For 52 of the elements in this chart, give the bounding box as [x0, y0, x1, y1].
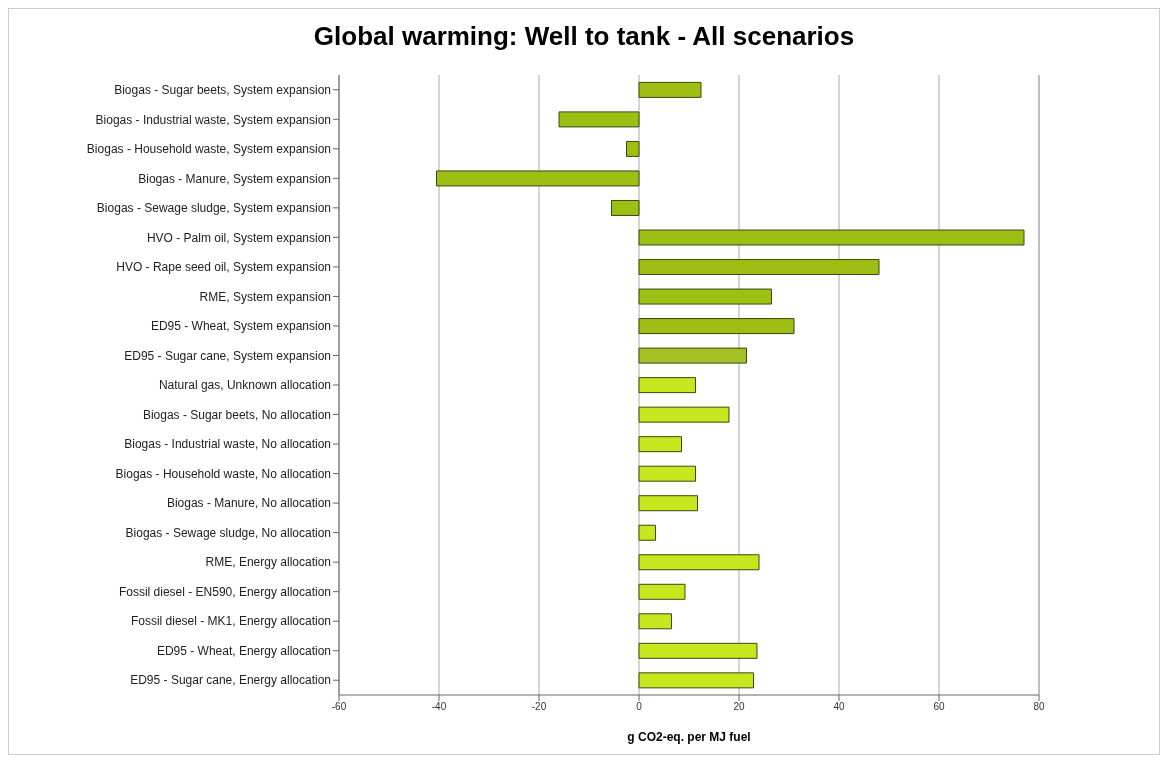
bar	[638, 259, 880, 276]
bar	[638, 465, 696, 482]
bar	[638, 81, 702, 98]
x-axis-title: g CO2-eq. per MJ fuel	[627, 730, 751, 744]
bar	[558, 111, 640, 128]
y-tick-label: Fossil diesel - MK1, Energy allocation	[130, 614, 331, 629]
x-tick-label: 40	[833, 701, 845, 713]
y-tick-label: Biogas - Manure, No allocation	[166, 496, 331, 511]
x-tick-label: 20	[733, 701, 745, 713]
y-tick-label: Biogas - Sewage sludge, System expansion	[96, 201, 331, 216]
bar	[638, 347, 747, 364]
bar	[638, 495, 698, 512]
x-tick-label: 60	[933, 701, 945, 713]
bar	[638, 554, 760, 571]
y-tick-label: ED95 - Sugar cane, System expansion	[124, 348, 331, 363]
y-tick-label: Biogas - Industrial waste, System expansion	[95, 112, 331, 127]
y-tick-label: Biogas - Sugar beets, No allocation	[142, 407, 331, 422]
chart-title: Global warming: Well to tank - All scenarios	[312, 20, 856, 53]
bar	[638, 377, 696, 394]
x-tick-label: -40	[431, 701, 447, 713]
y-tick-label: Natural gas, Unknown allocation	[158, 378, 331, 393]
y-tick-label: RME, System expansion	[199, 289, 331, 304]
bar	[638, 436, 682, 453]
y-tick-label: Fossil diesel - EN590, Energy allocation	[118, 584, 331, 599]
y-tick-label: Biogas - Household waste, No allocation	[115, 466, 331, 481]
x-tick-label: 80	[1033, 701, 1045, 713]
y-tick-label: Biogas - Manure, System expansion	[138, 171, 331, 186]
bar	[638, 583, 686, 600]
bar	[611, 199, 640, 216]
bar	[436, 170, 640, 187]
bar	[638, 229, 1025, 246]
bar	[638, 406, 730, 423]
y-tick-label: ED95 - Wheat, Energy allocation	[156, 643, 331, 658]
bar	[626, 140, 640, 157]
y-tick-label: Biogas - Sewage sludge, No allocation	[125, 525, 331, 540]
bar	[638, 613, 672, 630]
y-tick-label: HVO - Palm oil, System expansion	[146, 230, 331, 245]
bar	[638, 318, 795, 335]
x-tick-label: 0	[636, 701, 643, 713]
y-tick-label: RME, Energy allocation	[205, 555, 331, 570]
bar	[638, 524, 656, 541]
y-tick-label: Biogas - Household waste, System expansion	[86, 142, 331, 157]
y-tick-label: ED95 - Sugar cane, Energy allocation	[130, 673, 331, 688]
bar	[638, 642, 758, 659]
y-tick-label: Biogas - Sugar beets, System expansion	[114, 83, 331, 98]
bar	[638, 288, 772, 305]
bar	[638, 672, 754, 689]
y-tick-label: Biogas - Industrial waste, No allocation	[124, 437, 331, 452]
x-tick-label: -60	[331, 701, 347, 713]
y-tick-label: ED95 - Wheat, System expansion	[150, 319, 331, 334]
y-tick-label: HVO - Rape seed oil, System expansion	[116, 260, 331, 275]
x-tick-label: -20	[531, 701, 547, 713]
